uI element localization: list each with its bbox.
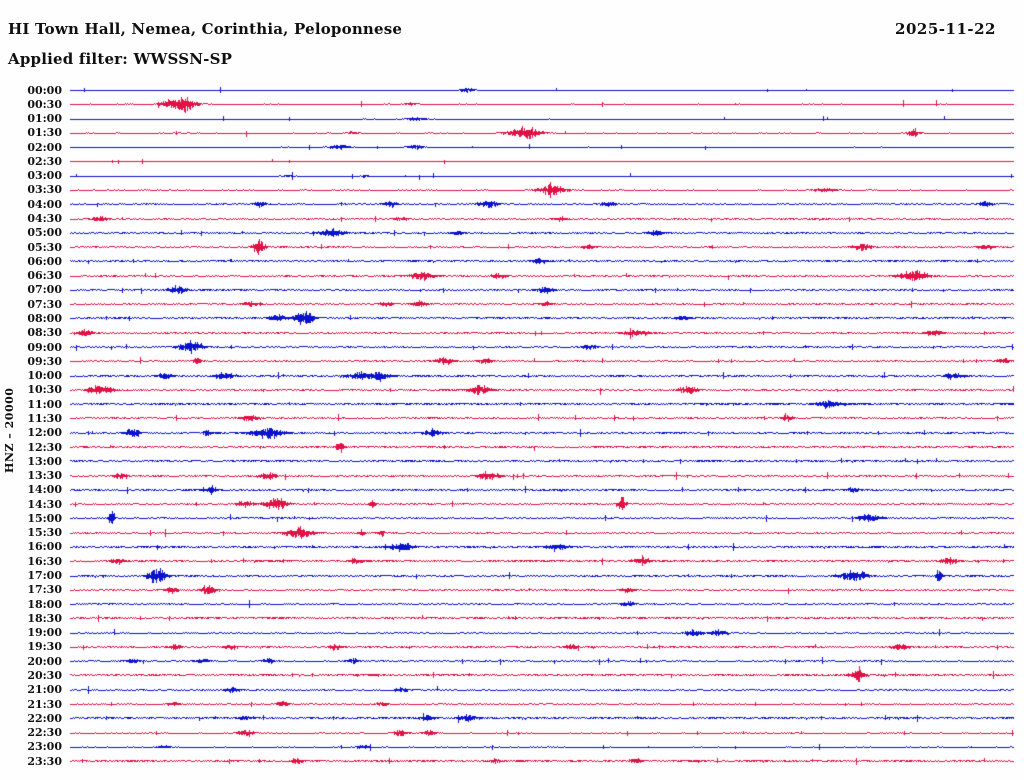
helicorder-page: HI Town Hall, Nemea, Corinthia, Peloponn… bbox=[0, 0, 1024, 780]
seismogram-canvas bbox=[0, 0, 1024, 780]
